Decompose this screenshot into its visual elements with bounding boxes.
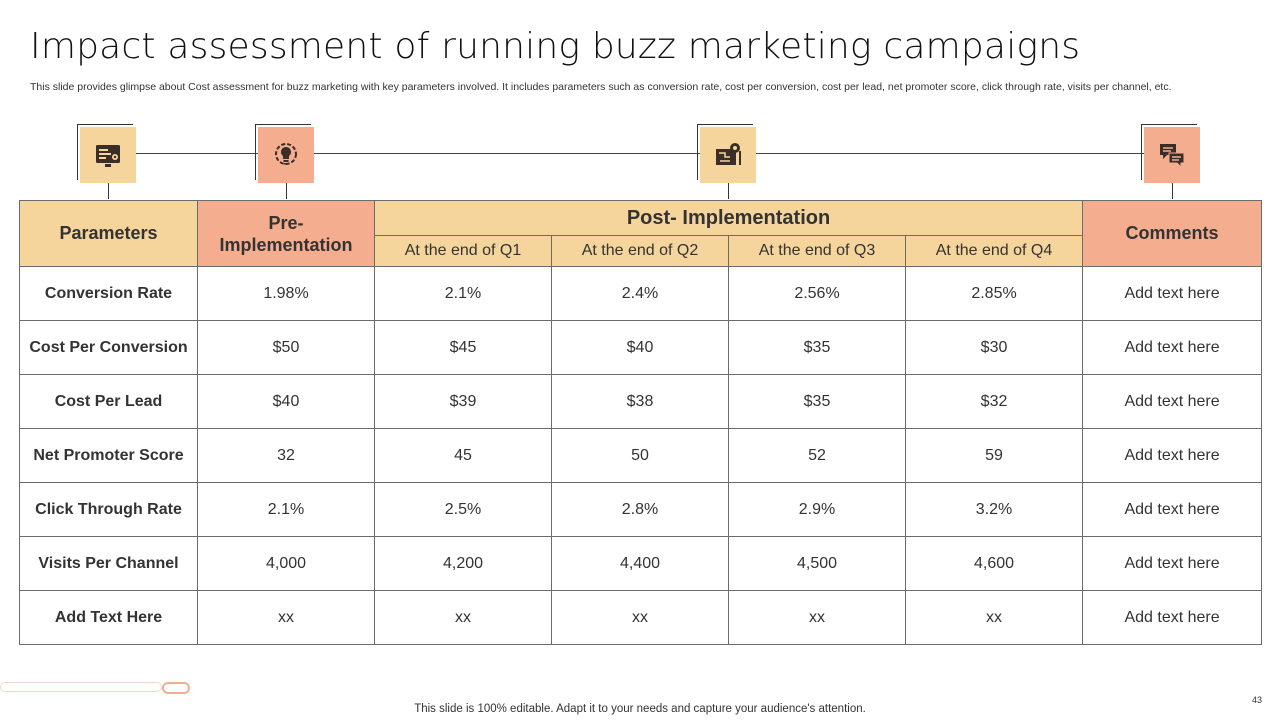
timeline-icon-1 (77, 124, 136, 199)
q4-value: 4,600 (904, 536, 1084, 591)
header-q2: At the end of Q2 (551, 235, 729, 267)
row-parameter: Cost Per Conversion (19, 320, 198, 375)
q1-value: 2.5% (374, 482, 552, 537)
q2-value: 50 (551, 428, 729, 483)
q1-value: xx (374, 590, 552, 645)
row-parameter: Cost Per Lead (19, 374, 198, 429)
comment-cell: Add text here (1082, 320, 1263, 375)
q4-value: $32 (904, 374, 1084, 429)
header-pre-implementation: Pre- Implementation (197, 200, 375, 267)
q1-value: 2.1% (374, 266, 552, 321)
row-parameter: Conversion Rate (19, 266, 198, 321)
q2-value: xx (551, 590, 729, 645)
slide-scrollbar-track[interactable] (0, 682, 162, 692)
table-row: Cost Per Lead $40 $39 $38 $35 $32 Add te… (19, 374, 1263, 429)
header-q1: At the end of Q1 (374, 235, 552, 267)
q4-value: 2.85% (904, 266, 1084, 321)
chat-bubbles-icon (1160, 144, 1185, 169)
row-parameter: Visits Per Channel (19, 536, 198, 591)
pre-value: 4,000 (197, 536, 375, 591)
comment-cell: Add text here (1082, 590, 1263, 645)
comment-cell: Add text here (1082, 482, 1263, 537)
q3-value: xx (728, 590, 906, 645)
table-row: Conversion Rate 1.98% 2.1% 2.4% 2.56% 2.… (19, 266, 1263, 321)
table-row: Click Through Rate 2.1% 2.5% 2.8% 2.9% 3… (19, 482, 1263, 537)
q4-value: $30 (904, 320, 1084, 375)
q4-value: 59 (904, 428, 1084, 483)
table-row: Add Text Here xx xx xx xx xx Add text he… (19, 590, 1263, 645)
header-pre-line1: Pre- (268, 212, 304, 233)
timeline-line (107, 153, 1173, 154)
row-parameter: Add Text Here (19, 590, 198, 645)
table-row: Net Promoter Score 32 45 50 52 59 Add te… (19, 428, 1263, 483)
header-q4: At the end of Q4 (904, 235, 1084, 267)
q2-value: $38 (551, 374, 729, 429)
slide-title: Impact assessment of running buzz market… (30, 26, 1081, 67)
slide-footer: This slide is 100% editable. Adapt it to… (414, 703, 866, 715)
pre-value: 2.1% (197, 482, 375, 537)
impact-assessment-table: Parameters Pre- Implementation Post- Imp… (19, 200, 1263, 645)
comment-cell: Add text here (1082, 266, 1263, 321)
dashboard-settings-icon (96, 145, 120, 167)
header-parameters: Parameters (19, 200, 198, 267)
comment-cell: Add text here (1082, 536, 1263, 591)
q2-value: 4,400 (551, 536, 729, 591)
q4-value: xx (904, 590, 1084, 645)
q2-value: 2.8% (551, 482, 729, 537)
page-number: 43 (1252, 695, 1263, 705)
q2-value: $40 (551, 320, 729, 375)
q3-value: 4,500 (728, 536, 906, 591)
q3-value: 2.9% (728, 482, 906, 537)
q2-value: 2.4% (551, 266, 729, 321)
pre-value: xx (197, 590, 375, 645)
table-row: Visits Per Channel 4,000 4,200 4,400 4,5… (19, 536, 1263, 591)
pre-value: 1.98% (197, 266, 375, 321)
q1-value: 4,200 (374, 536, 552, 591)
q1-value: $45 (374, 320, 552, 375)
timeline-icon-4 (1141, 124, 1200, 199)
q3-value: 2.56% (728, 266, 906, 321)
header-pre-line2: Implementation (219, 234, 353, 255)
q4-value: 3.2% (904, 482, 1084, 537)
comment-cell: Add text here (1082, 428, 1263, 483)
timeline-icon-2 (255, 124, 314, 199)
q3-value: $35 (728, 320, 906, 375)
row-parameter: Net Promoter Score (19, 428, 198, 483)
comment-cell: Add text here (1082, 374, 1263, 429)
header-comments: Comments (1082, 200, 1263, 267)
lightbulb-gear-icon (275, 143, 297, 165)
pre-value: $40 (197, 374, 375, 429)
timeline-icon-3 (697, 124, 756, 199)
q3-value: $35 (728, 374, 906, 429)
pre-value: $50 (197, 320, 375, 375)
table-row: Cost Per Conversion $50 $45 $40 $35 $30 … (19, 320, 1263, 375)
header-post-implementation: Post- Implementation (373, 200, 1084, 236)
q1-value: $39 (374, 374, 552, 429)
row-parameter: Click Through Rate (19, 482, 198, 537)
pre-value: 32 (197, 428, 375, 483)
blueprint-gear-icon (716, 143, 741, 165)
slide-subtitle: This slide provides glimpse about Cost a… (30, 81, 1172, 93)
slide-scrollbar-thumb[interactable] (162, 682, 190, 694)
q3-value: 52 (728, 428, 906, 483)
q1-value: 45 (374, 428, 552, 483)
header-q3: At the end of Q3 (728, 235, 906, 267)
